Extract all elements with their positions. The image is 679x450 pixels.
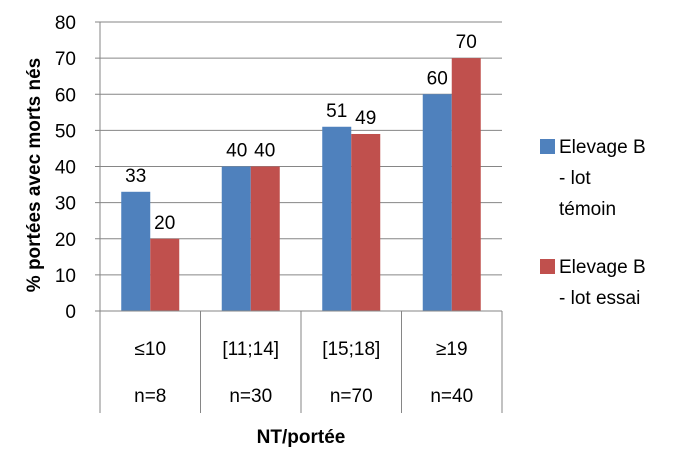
legend-swatch: [540, 259, 555, 274]
data-label: 33: [125, 166, 146, 187]
y-tick-label: 80: [55, 13, 76, 34]
y-tick-label: 20: [55, 230, 76, 251]
y-tick-label: 60: [55, 85, 76, 106]
data-label: 20: [154, 213, 175, 234]
bars: [121, 58, 481, 311]
legend-swatch: [540, 139, 555, 154]
bar: [422, 94, 452, 311]
data-label: 40: [254, 141, 275, 162]
data-label: 49: [355, 108, 376, 129]
category-label: ≥19: [436, 339, 468, 360]
legend-label: témoin: [559, 199, 616, 220]
category-count-label: n=40: [430, 386, 473, 407]
bar: [250, 166, 280, 311]
y-axis-title: % portées avec morts nés: [24, 58, 45, 292]
bar: [150, 238, 180, 311]
legend-label: Elevage B: [559, 257, 646, 278]
category-label: [11;14]: [222, 339, 279, 360]
data-labels: 33 40 51 60 20 40 49 70: [125, 32, 477, 234]
bar: [322, 126, 352, 311]
legend-label: - lot: [559, 168, 591, 189]
data-label: 60: [427, 68, 448, 89]
y-tick-labels: 0 10 20 30 40 50 60 70 80: [55, 13, 76, 323]
legend: Elevage B - lot témoin Elevage B - lot essai: [540, 137, 646, 309]
data-label: 51: [326, 101, 347, 122]
bar: [121, 191, 151, 311]
y-tick-label: 10: [55, 266, 76, 287]
category-labels: ≤10 n=8 [11;14] n=30 [15;18] n=70 ≥19 n=40: [134, 339, 473, 407]
bar: [351, 133, 381, 311]
y-tick-label: 40: [55, 158, 76, 179]
legend-label: - lot essai: [559, 288, 640, 309]
data-label: 40: [226, 141, 247, 162]
bar: [451, 58, 481, 311]
category-label: [15;18]: [322, 339, 380, 360]
category-label: ≤10: [134, 339, 166, 360]
axes: [95, 21, 503, 413]
x-axis-title: NT/portée: [257, 427, 346, 448]
category-count-label: n=30: [229, 386, 272, 407]
category-count-label: n=70: [330, 386, 373, 407]
y-tick-label: 70: [55, 49, 76, 70]
y-tick-label: 50: [55, 121, 76, 142]
y-tick-label: 30: [55, 194, 76, 215]
data-label: 70: [456, 32, 477, 53]
category-count-label: n=8: [134, 386, 166, 407]
legend-label: Elevage B: [559, 137, 646, 158]
bar: [221, 166, 251, 311]
y-tick-label: 0: [65, 302, 76, 323]
